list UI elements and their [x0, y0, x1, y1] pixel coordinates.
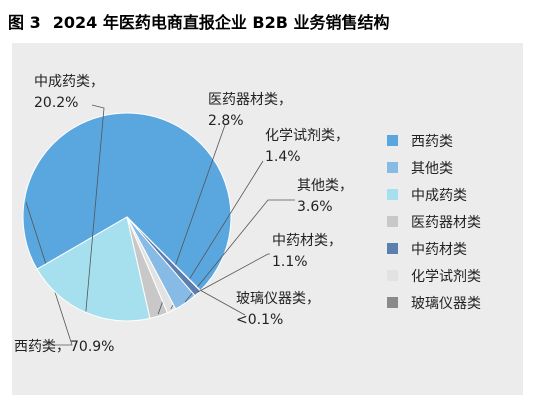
- legend-label: 中成药类: [411, 187, 467, 204]
- legend-label: 医药器材类: [411, 214, 481, 231]
- slice-label-line: 西药类，70.9%: [14, 339, 114, 355]
- slice-label-line: 1.1%: [272, 254, 308, 270]
- legend-label: 其他类: [411, 160, 453, 177]
- chart-legend: 西药类其他类中成药类医药器材类中药材类化学试剂类玻璃仪器类: [387, 127, 481, 316]
- slice-label: 西药类，70.9%: [14, 339, 114, 355]
- legend-swatch: [387, 189, 398, 200]
- slice-label: 玻璃仪器类， <0.1%: [236, 290, 320, 328]
- pie-slice: [22, 112, 232, 292]
- slice-label-line: 化学试剂类，: [265, 128, 349, 144]
- figure-title: 图 3 2024 年医药电商直报企业 B2B 业务销售结构: [8, 9, 390, 33]
- legend-swatch: [387, 216, 398, 227]
- slice-label-line: 1.4%: [265, 149, 301, 165]
- figure-title-text: 2024 年医药电商直报企业 B2B 业务销售结构: [52, 13, 390, 32]
- legend-item: 西药类: [387, 127, 481, 154]
- slice-label: 中药材类， 1.1%: [272, 233, 342, 270]
- slice-label-line: 2.8%: [208, 113, 244, 129]
- pie-slice: [36, 216, 151, 322]
- slice-label: 其他类， 3.6%: [297, 178, 353, 215]
- legend-swatch: [387, 162, 398, 173]
- pie-chart: 西药类，70.9% 中成药类， 20.2% 医药器材类， 2.8% 化学试剂类， 1.4% 其…: [14, 74, 353, 355]
- legend-item: 化学试剂类: [387, 262, 481, 289]
- legend-item: 中药材类: [387, 235, 481, 262]
- legend-item: 其他类: [387, 154, 481, 181]
- chart-panel: 西药类，70.9% 中成药类， 20.2% 医药器材类， 2.8% 化学试剂类， 1.4% 其…: [12, 43, 523, 395]
- leader-line: [85, 104, 105, 312]
- slice-label-line: 其他类，: [297, 178, 353, 194]
- legend-swatch: [387, 297, 398, 308]
- slice-label: 医药器材类， 2.8%: [208, 92, 292, 129]
- slice-label: 化学试剂类， 1.4%: [265, 128, 349, 165]
- legend-item: 医药器材类: [387, 208, 481, 235]
- legend-label: 中药材类: [411, 241, 467, 258]
- leader-line: [199, 289, 246, 316]
- leader-line: [196, 253, 270, 293]
- legend-swatch: [387, 243, 398, 254]
- slice-label-line: 20.2%: [34, 95, 78, 111]
- slice-label-line: 中成药类，: [34, 74, 104, 90]
- slice-label-line: 玻璃仪器类，: [236, 290, 320, 307]
- slice-label-line: 中药材类，: [272, 233, 342, 249]
- slice-label: 中成药类， 20.2%: [34, 74, 104, 111]
- slice-label-line: 医药器材类，: [208, 92, 292, 108]
- leader-line: [25, 202, 73, 346]
- legend-item: 中成药类: [387, 181, 481, 208]
- legend-label: 西药类: [411, 133, 453, 150]
- legend-swatch: [387, 135, 398, 146]
- legend-label: 化学试剂类: [411, 268, 481, 285]
- slice-label-line: <0.1%: [236, 312, 283, 328]
- figure-number: 图 3: [8, 13, 41, 32]
- legend-swatch: [387, 270, 398, 281]
- legend-label: 玻璃仪器类: [411, 295, 481, 312]
- legend-item: 玻璃仪器类: [387, 289, 481, 316]
- leader-line: [184, 199, 295, 303]
- slice-label-line: 3.6%: [297, 199, 333, 215]
